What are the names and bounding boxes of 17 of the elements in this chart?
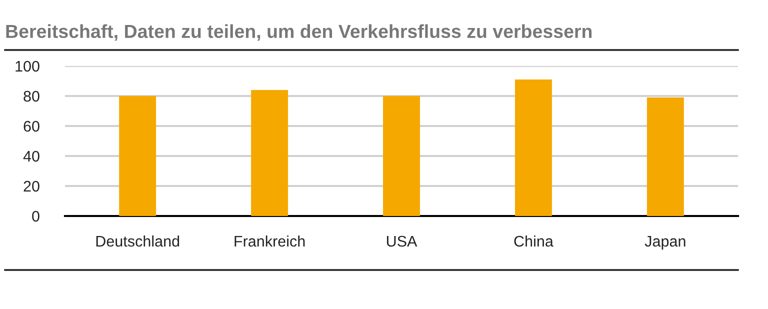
y-tick-label: 0 [32,210,40,222]
x-tick-label: USA [386,236,418,247]
bar [383,96,420,216]
y-tick-label: 20 [24,180,40,192]
bar [514,80,552,216]
bar [646,98,684,216]
y-tick-label: 80 [24,90,40,102]
x-tick-label: China [514,235,554,247]
y-tick-label: 100 [16,60,40,72]
x-tick-label: Japan [644,236,686,250]
y-tick-label: 60 [24,120,40,132]
bar [119,96,156,216]
y-tick-label: 40 [23,150,40,162]
chart-title: Bereitschaft, Daten zu teilen, um den Verkehrsfluss zu verbessern [6,24,592,41]
x-tick-label: Deutschland [96,235,180,247]
x-tick-label: Frankreich [234,235,305,247]
bar [251,90,288,216]
